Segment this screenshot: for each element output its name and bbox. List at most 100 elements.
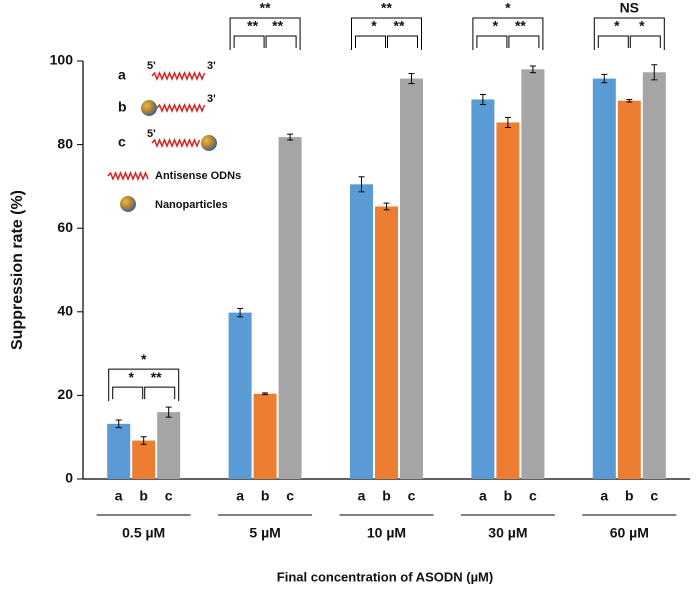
x-sub-label: b xyxy=(625,488,634,504)
bar xyxy=(471,99,495,480)
legend-label: b xyxy=(118,99,127,115)
x-sub-label: a xyxy=(479,488,487,504)
bar xyxy=(228,312,252,479)
significance-bracket xyxy=(508,35,540,48)
significance-bracket xyxy=(265,35,297,48)
x-sub-label: c xyxy=(165,488,173,504)
x-sub-label: c xyxy=(286,488,294,504)
x-axis-title: Final concentration of ASODN (µM) xyxy=(277,569,493,584)
significance-label: ** xyxy=(272,18,283,34)
significance-bracket xyxy=(351,17,422,50)
bar xyxy=(157,412,181,479)
x-tick-label: 5 µM xyxy=(249,525,280,541)
y-tick-label: 0 xyxy=(65,470,73,486)
significance-bracket xyxy=(629,35,661,48)
y-axis-title: Suppression rate (%) xyxy=(9,190,26,350)
x-sub-label: a xyxy=(358,488,366,504)
bar xyxy=(132,440,156,479)
bar xyxy=(350,184,373,479)
y-tick-label: 80 xyxy=(57,135,73,151)
significance-bracket xyxy=(108,368,180,402)
significance-label: * xyxy=(128,369,134,385)
error-bar xyxy=(383,202,390,211)
y-tick-label: 60 xyxy=(57,219,73,235)
x-sub-label: a xyxy=(600,488,608,504)
x-sub-label: a xyxy=(115,488,123,504)
error-bar xyxy=(287,133,294,141)
bar xyxy=(107,423,131,479)
legend-nanoparticle: Nanoparticles xyxy=(155,199,228,211)
nanoparticle-icon xyxy=(120,196,136,212)
legend-5prime: 5' xyxy=(147,128,156,140)
odn-icon xyxy=(151,138,201,148)
significance-bracket xyxy=(112,386,144,400)
legend-label: c xyxy=(118,134,126,150)
significance-label: NS xyxy=(620,0,639,16)
x-tick-label: 30 µM xyxy=(488,525,527,541)
y-tick-label: 40 xyxy=(57,303,73,319)
error-bar xyxy=(237,307,244,318)
error-bar xyxy=(479,93,486,105)
significance-bracket xyxy=(233,35,265,48)
x-sub-label: c xyxy=(408,488,416,504)
significance-bracket xyxy=(472,17,544,50)
significance-label: ** xyxy=(151,369,162,385)
bar xyxy=(278,137,302,480)
significance-bracket xyxy=(593,17,665,50)
bar xyxy=(253,393,277,479)
legend-odn: Antisense ODNs xyxy=(155,170,241,182)
error-bar xyxy=(115,419,122,429)
significance-label: ** xyxy=(260,0,271,16)
significance-bracket xyxy=(597,35,629,48)
x-sub-label: b xyxy=(261,488,270,504)
error-bar xyxy=(504,116,511,128)
significance-label: ** xyxy=(394,18,405,34)
bar xyxy=(400,78,423,479)
significance-label: * xyxy=(505,0,511,16)
significance-bracket xyxy=(387,35,418,48)
significance-bracket xyxy=(476,35,508,48)
error-bar xyxy=(358,176,365,193)
significance-label: ** xyxy=(515,18,526,34)
x-sub-label: b xyxy=(504,488,513,504)
legend-5prime: 5' xyxy=(147,60,156,72)
nanoparticle-icon xyxy=(201,135,217,151)
significance-label: ** xyxy=(247,18,258,34)
error-bar xyxy=(165,406,172,418)
odn-icon xyxy=(107,171,149,181)
x-sub-label: a xyxy=(236,488,244,504)
legend-3prime: 3' xyxy=(207,60,216,72)
y-tick-label: 20 xyxy=(57,386,73,402)
significance-bracket xyxy=(144,386,176,400)
x-tick-label: 0.5 µM xyxy=(122,525,165,541)
x-sub-label: b xyxy=(139,488,148,504)
legend: a 5' 3' b 3' c 5' Antisense ODNs Nanopar… xyxy=(118,60,241,212)
significance-bracket xyxy=(229,17,301,50)
error-bar xyxy=(262,392,269,396)
nanoparticle-icon xyxy=(141,100,157,116)
x-sub-label: c xyxy=(650,488,658,504)
error-bar xyxy=(651,64,658,81)
significance-label: * xyxy=(493,18,499,34)
bar xyxy=(617,100,641,480)
bar xyxy=(496,122,520,480)
significance-bracket xyxy=(355,35,386,48)
x-sub-label: b xyxy=(382,488,391,504)
significance-label: ** xyxy=(381,0,392,16)
y-tick-label: 100 xyxy=(50,52,74,68)
bar xyxy=(375,206,398,480)
significance-label: * xyxy=(141,351,147,367)
significance-label: * xyxy=(614,18,620,34)
legend-label: a xyxy=(118,67,126,83)
x-tick-label: 10 µM xyxy=(367,525,406,541)
bar xyxy=(642,72,666,479)
significance-label: * xyxy=(371,18,377,34)
error-bar xyxy=(529,65,536,74)
bar xyxy=(592,78,616,479)
error-bar xyxy=(408,73,415,85)
odn-icon xyxy=(151,71,206,81)
bar xyxy=(521,69,545,480)
legend-3prime: 3' xyxy=(207,93,216,105)
error-bar xyxy=(140,436,147,445)
